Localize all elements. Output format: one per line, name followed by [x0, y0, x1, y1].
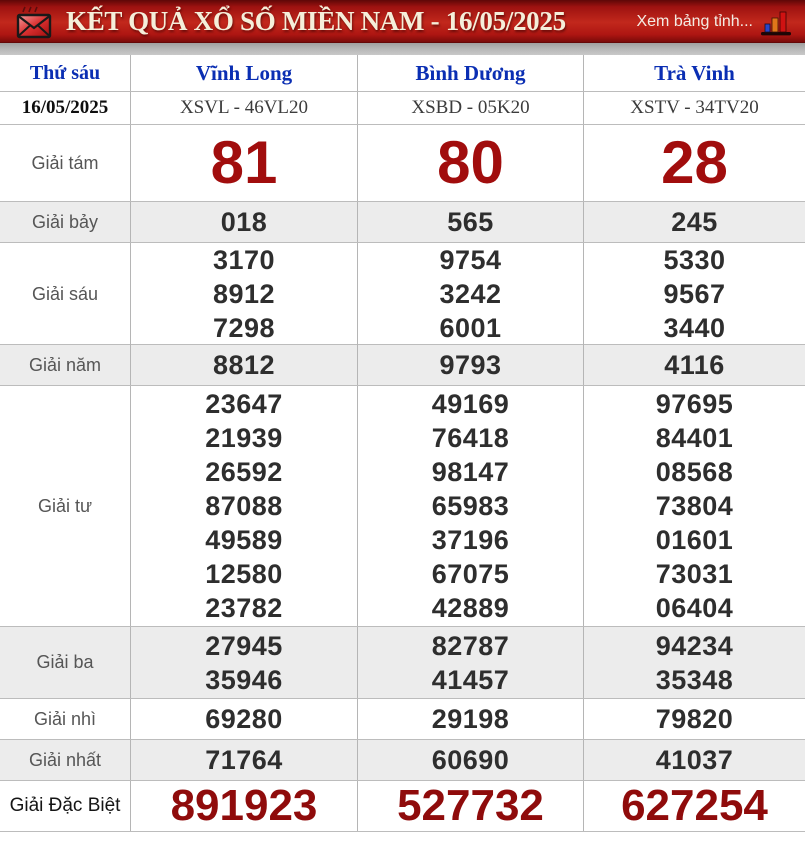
page-title: KẾT QUẢ XỔ SỐ MIỀN NAM - 16/05/2025	[66, 6, 566, 36]
province-link-tra-vinh[interactable]: Trà Vinh	[654, 60, 735, 85]
prize-label: Giải tám	[31, 152, 99, 173]
header-shadow-strip	[0, 43, 805, 55]
result-cell: 49169 76418 98147 65983 37196 67075 4288…	[357, 386, 583, 626]
result-cell: 245	[583, 202, 805, 242]
draw-code-row: 16/05/2025 XSVL - 46VL20 XSBD - 05K20 XS…	[0, 92, 805, 125]
prize-label: Giải năm	[28, 354, 102, 375]
header-bar: KẾT QUẢ XỔ SỐ MIỀN NAM - 16/05/2025 Xem …	[0, 0, 805, 43]
results-table: Thứ sáu Vĩnh Long Bình Dương Trà Vinh 16…	[0, 55, 805, 832]
prize-label: Giải Đặc Biệt	[9, 795, 121, 816]
draw-code: XSTV - 34TV20	[583, 92, 805, 124]
result-cell: 29198	[357, 699, 583, 739]
result-cell: 69280	[130, 699, 357, 739]
result-cell: 3170 8912 7298	[130, 243, 357, 345]
prize-label: Giải sáu	[31, 283, 99, 304]
result-cell: 9793	[357, 345, 583, 385]
prize-row-giai-nhi: Giải nhì 69280 29198 79820	[0, 699, 805, 740]
result-cell: 97695 84401 08568 73804 01601 73031 0640…	[583, 386, 805, 626]
draw-code: XSVL - 46VL20	[130, 92, 357, 124]
weekday-header: Thứ sáu	[29, 61, 101, 84]
view-province-table-label[interactable]: Xem bảng tỉnh...	[636, 12, 753, 30]
prize-row-giai-dac-biet: Giải Đặc Biệt 891923 527732 627254	[0, 781, 805, 832]
table-header-row: Thứ sáu Vĩnh Long Bình Dương Trà Vinh	[0, 55, 805, 92]
result-cell: 527732	[357, 781, 583, 831]
bar-chart-icon[interactable]	[761, 11, 791, 37]
result-cell: 28	[583, 125, 805, 201]
prize-label: Giải nhất	[28, 749, 102, 770]
result-cell: 627254	[583, 781, 805, 831]
result-cell: 41037	[583, 740, 805, 780]
prize-label: Giải nhì	[33, 708, 97, 729]
result-cell: 81	[130, 125, 357, 201]
province-link-vinh-long[interactable]: Vĩnh Long	[195, 60, 293, 85]
prize-row-giai-bay: Giải bảy 018 565 245	[0, 202, 805, 243]
province-link-binh-duong[interactable]: Bình Dương	[415, 60, 526, 85]
result-cell: 891923	[130, 781, 357, 831]
prize-row-giai-nam: Giải năm 8812 9793 4116	[0, 345, 805, 386]
prize-label: Giải ba	[36, 652, 94, 672]
prize-row-giai-tu: Giải tư 23647 21939 26592 87088 49589 12…	[0, 386, 805, 627]
prize-row-giai-ba: Giải ba 27945 35946 82787 41457 94234 35…	[0, 627, 805, 699]
result-cell: 79820	[583, 699, 805, 739]
result-cell: 82787 41457	[357, 627, 583, 698]
result-cell: 8812	[130, 345, 357, 385]
result-cell: 9754 3242 6001	[357, 243, 583, 345]
result-cell: 565	[357, 202, 583, 242]
draw-code: XSBD - 05K20	[357, 92, 583, 124]
prize-row-giai-sau: Giải sáu 3170 8912 7298 9754 3242 6001 5…	[0, 243, 805, 345]
prize-label: Giải bảy	[31, 211, 99, 232]
draw-date: 16/05/2025	[21, 97, 109, 118]
result-cell: 80	[357, 125, 583, 201]
result-cell: 94234 35348	[583, 627, 805, 698]
prize-label: Giải tư	[37, 495, 93, 516]
result-cell: 23647 21939 26592 87088 49589 12580 2378…	[130, 386, 357, 626]
result-cell: 018	[130, 202, 357, 242]
view-province-table-link[interactable]: Xem bảng tỉnh...	[636, 7, 791, 37]
prize-row-giai-nhat: Giải nhất 71764 60690 41037	[0, 740, 805, 781]
result-cell: 5330 9567 3440	[583, 243, 805, 345]
result-cell: 60690	[357, 740, 583, 780]
result-cell: 71764	[130, 740, 357, 780]
result-cell: 4116	[583, 345, 805, 385]
envelope-icon	[16, 6, 52, 38]
prize-row-giai-tam: Giải tám 81 80 28	[0, 125, 805, 202]
result-cell: 27945 35946	[130, 627, 357, 698]
